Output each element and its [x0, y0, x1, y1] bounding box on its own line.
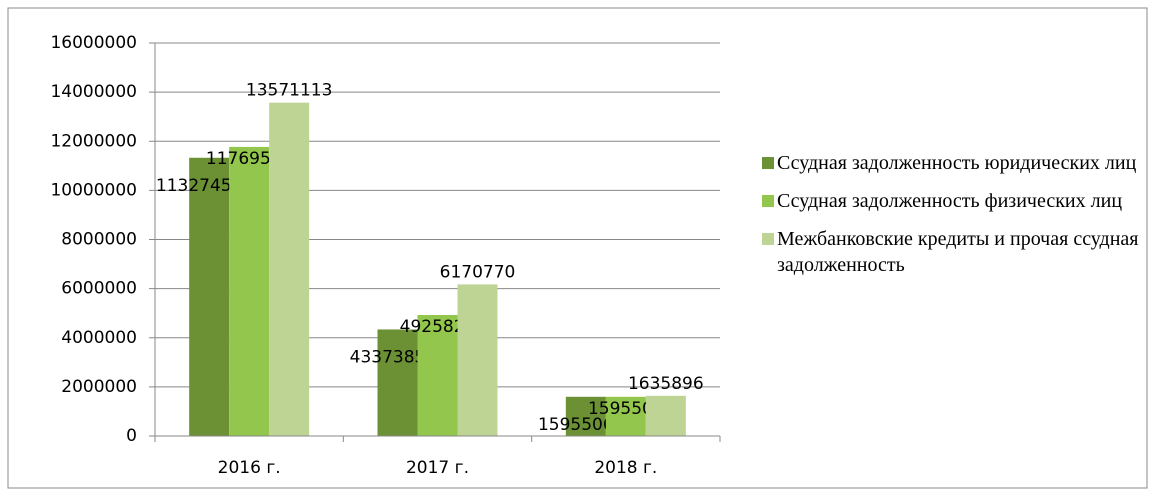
legend-item: Ссудная задолженность юридических лиц — [762, 150, 1142, 176]
legend-item: Межбанковские кредиты и прочая ссудная з… — [762, 226, 1142, 278]
data-label: 13571113 — [246, 81, 333, 101]
legend-label: Межбанковские кредиты и прочая ссудная з… — [777, 228, 1139, 276]
legend-swatch — [762, 157, 774, 169]
data-label: 4337385 — [350, 347, 426, 367]
bar — [645, 395, 686, 436]
chart-frame — [7, 7, 1148, 489]
y-tick-label: 4000000 — [61, 328, 137, 348]
y-tick-label: 6000000 — [61, 279, 137, 299]
data-label: 4925822 — [400, 317, 476, 337]
y-tick-label: 14000000 — [50, 82, 137, 102]
bar — [417, 315, 458, 436]
y-tick-label: 8000000 — [61, 230, 137, 250]
data-label: 6170770 — [440, 262, 516, 282]
bar — [189, 157, 230, 436]
y-tick-label: 12000000 — [50, 131, 137, 151]
y-tick-label: 10000000 — [50, 180, 137, 200]
bar — [457, 284, 498, 436]
y-tick-label: 0 — [126, 426, 137, 446]
y-tick-label: 2000000 — [61, 377, 137, 397]
legend-swatch — [762, 195, 774, 207]
bar — [605, 396, 646, 436]
data-label: 11327452 — [156, 176, 243, 196]
x-tick-label: 2018 г. — [594, 458, 657, 478]
legend-label: Ссудная задолженность юридических лиц — [777, 152, 1137, 174]
data-label: 1635896 — [628, 374, 704, 394]
x-tick-label: 2017 г. — [406, 458, 469, 478]
legend-item: Ссудная задолженность физических лиц — [762, 188, 1142, 214]
x-tick-label: 2016 г. — [218, 458, 281, 478]
bar — [269, 102, 310, 436]
legend-swatch — [762, 233, 774, 245]
bar — [565, 396, 606, 436]
data-label: 1595506 — [538, 415, 614, 435]
data-label: 1595506 — [588, 399, 664, 419]
legend: Ссудная задолженность юридических лиц Ссу… — [762, 150, 1142, 290]
legend-label: Ссудная задолженность физических лиц — [777, 190, 1123, 212]
bar — [377, 329, 418, 436]
y-tick-label: 16000000 — [50, 33, 137, 53]
bar — [229, 146, 270, 436]
